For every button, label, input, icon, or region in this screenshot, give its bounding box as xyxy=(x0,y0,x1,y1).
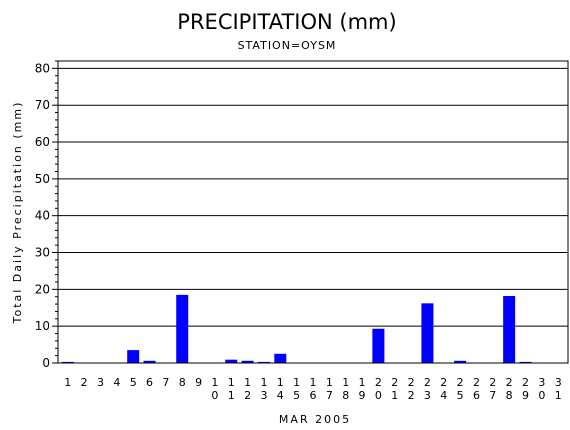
x-tick-label: 1 xyxy=(64,376,71,389)
bar xyxy=(61,361,74,363)
x-tick-label: 4 xyxy=(113,376,120,389)
y-tick-label: 50 xyxy=(35,172,50,186)
bar xyxy=(372,328,385,363)
x-tick-label: 2 xyxy=(81,376,88,389)
bar xyxy=(241,360,254,363)
y-axis-ticks: 0 10 20 30 40 50 60 70 80 xyxy=(35,60,58,370)
x-tick-label: 8 xyxy=(179,376,186,389)
bar xyxy=(274,353,287,363)
x-tick-label: 5 xyxy=(130,376,137,389)
bars xyxy=(61,294,532,363)
bar xyxy=(127,350,140,363)
bar xyxy=(225,359,238,363)
y-tick-label: 30 xyxy=(35,246,50,260)
bar xyxy=(176,294,189,363)
y-tick-label: 20 xyxy=(35,282,50,296)
y-tick-label: 80 xyxy=(35,61,50,75)
gridlines xyxy=(58,67,568,327)
bar xyxy=(143,360,156,363)
bar xyxy=(421,303,434,363)
x-axis-label: MAR 2005 xyxy=(279,413,351,426)
x-tick-label: 6 xyxy=(146,376,153,389)
x-tick-label: 9 xyxy=(195,376,202,389)
x-tick-label: 7 xyxy=(162,376,169,389)
bar xyxy=(503,295,516,363)
y-tick-label: 0 xyxy=(42,356,50,370)
y-tick-label: 60 xyxy=(35,135,50,149)
bar xyxy=(519,361,532,363)
y-axis-label: Total Daily Precipitation (mm) xyxy=(11,101,24,325)
y-tick-label: 40 xyxy=(35,209,50,223)
bar xyxy=(257,361,270,363)
chart-subtitle: STATION=OYSM xyxy=(238,39,337,52)
y-tick-label: 70 xyxy=(35,98,50,112)
plot-area-frame xyxy=(57,60,569,364)
y-tick-label: 10 xyxy=(35,319,50,333)
x-tick-label: 3 xyxy=(97,376,104,389)
chart-title: PRECIPITATION (mm) xyxy=(177,10,396,34)
bar xyxy=(454,360,467,363)
x-axis-ticks: 1 2 3 4 5 6 7 8 9 1 01 11 21 31 41 51 61 71 81 92 02 12 22 32 42… xyxy=(64,376,561,402)
